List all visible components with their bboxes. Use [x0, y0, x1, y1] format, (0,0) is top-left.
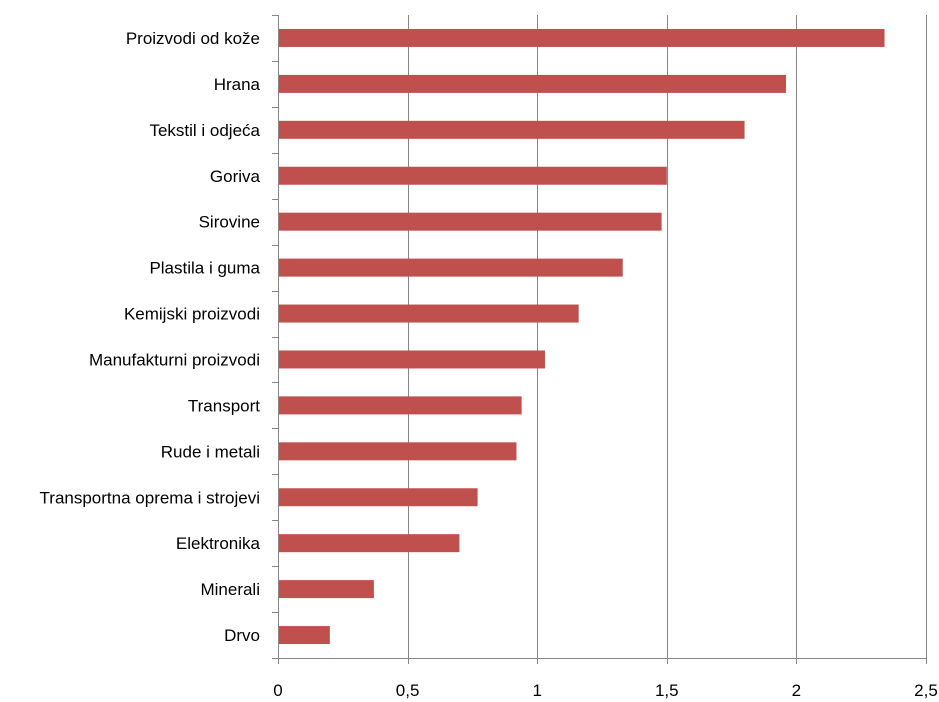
x-tick-label-0: 0	[273, 681, 282, 700]
bar-5	[279, 258, 623, 277]
bar-9	[279, 442, 517, 461]
category-label-9: Rude i metali	[161, 442, 260, 461]
category-label-12: Minerali	[200, 580, 260, 599]
x-tick-label-2: 1	[532, 681, 541, 700]
category-label-5: Plastila i guma	[149, 259, 260, 278]
bar-11	[279, 534, 460, 553]
category-label-7: Manufakturni proizvodi	[89, 350, 260, 369]
bar-13	[279, 626, 330, 645]
bar-4	[279, 212, 662, 231]
bar-10	[279, 488, 478, 507]
bar-0	[279, 28, 885, 47]
bar-6	[279, 304, 579, 323]
category-label-6: Kemijski proizvodi	[124, 305, 260, 324]
x-tick-labels: 0 0,5 1 1,5 2 2,5	[273, 681, 938, 700]
category-label-8: Transport	[188, 396, 260, 415]
bars	[279, 28, 885, 645]
category-label-10: Transportna oprema i strojevi	[40, 488, 260, 507]
bar-3	[279, 166, 667, 185]
bar-1	[279, 74, 787, 93]
category-label-0: Proizvodi od kože	[126, 29, 260, 48]
category-label-13: Drvo	[224, 626, 260, 645]
bar-2	[279, 120, 745, 139]
category-label-1: Hrana	[214, 75, 261, 94]
category-label-2: Tekstil i odjeća	[149, 121, 260, 140]
bar-8	[279, 396, 522, 415]
x-tick-label-4: 2	[792, 681, 801, 700]
category-label-4: Sirovine	[199, 213, 260, 232]
axes	[272, 15, 927, 664]
bar-12	[279, 580, 374, 599]
category-label-11: Elektronika	[176, 534, 261, 553]
x-tick-label-1: 0,5	[396, 681, 420, 700]
grid-lines	[408, 15, 927, 658]
x-tick-label-5: 2,5	[914, 681, 938, 700]
category-labels: Proizvodi od kože Hrana Tekstil i odjeća Go…	[40, 29, 261, 645]
bar-7	[279, 350, 545, 369]
category-label-3: Goriva	[210, 167, 261, 186]
x-tick-label-3: 1,5	[655, 681, 679, 700]
